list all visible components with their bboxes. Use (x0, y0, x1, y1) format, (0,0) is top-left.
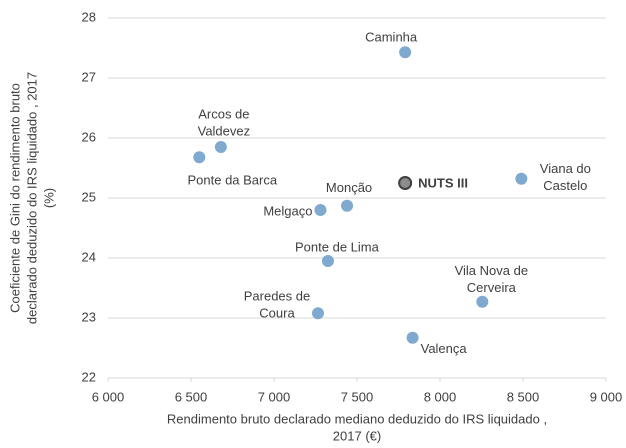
point (515, 172, 528, 185)
point-label: Castelo (543, 178, 587, 193)
point (214, 141, 227, 153)
point-label: Viana do (540, 161, 591, 176)
point-label: Valença (421, 341, 468, 356)
y-tick-label: 26 (82, 129, 96, 144)
y-tick-label: 27 (82, 69, 96, 84)
y-axis-title: Coeficiente de Gini do rendimento bruto (7, 83, 22, 313)
point-label: NUTS III (418, 175, 468, 190)
point (311, 307, 324, 320)
x-axis-title: Rendimento bruto declarado mediano deduz… (167, 411, 547, 426)
y-tick-label: 25 (82, 189, 96, 204)
point-label: Vila Nova de (455, 263, 528, 278)
y-axis-title: declarado deduzido do IRS liquidado , 20… (24, 72, 39, 324)
x-tick-label: 6 000 (92, 389, 125, 404)
y-tick-label: 22 (82, 369, 96, 384)
x-axis-title: 2017 (€) (333, 428, 381, 443)
point (406, 331, 419, 344)
y-tick-label: 23 (82, 309, 96, 324)
point (314, 204, 327, 216)
point-label: Ponte da Barca (187, 173, 277, 188)
point (341, 199, 354, 212)
x-tick-label: 7 000 (258, 389, 291, 404)
y-tick-label: 24 (82, 249, 96, 264)
x-tick-label: 7 500 (341, 389, 374, 404)
point (476, 295, 489, 308)
point-label: Arcos de (198, 106, 249, 121)
point (399, 46, 412, 59)
point (321, 255, 334, 267)
point-label: Valdevez (198, 123, 251, 138)
point-label: Ponte de Lima (295, 239, 380, 254)
x-tick-label: 6 500 (175, 389, 208, 404)
x-tick-label: 8 000 (424, 389, 457, 404)
y-axis-title: (%) (41, 188, 56, 208)
y-tick-label: 28 (82, 9, 96, 24)
point-label: Monção (326, 180, 372, 195)
point-label: Melgaço (263, 203, 312, 218)
highlight-point (398, 176, 413, 190)
point (193, 151, 206, 164)
point-label: Caminha (365, 30, 418, 45)
point-label: Coura (259, 306, 295, 321)
point-label: Paredes de (244, 289, 311, 304)
x-tick-label: 9 000 (590, 389, 623, 404)
x-tick-label: 8 500 (507, 389, 540, 404)
point-label: Cerveira (467, 280, 517, 295)
